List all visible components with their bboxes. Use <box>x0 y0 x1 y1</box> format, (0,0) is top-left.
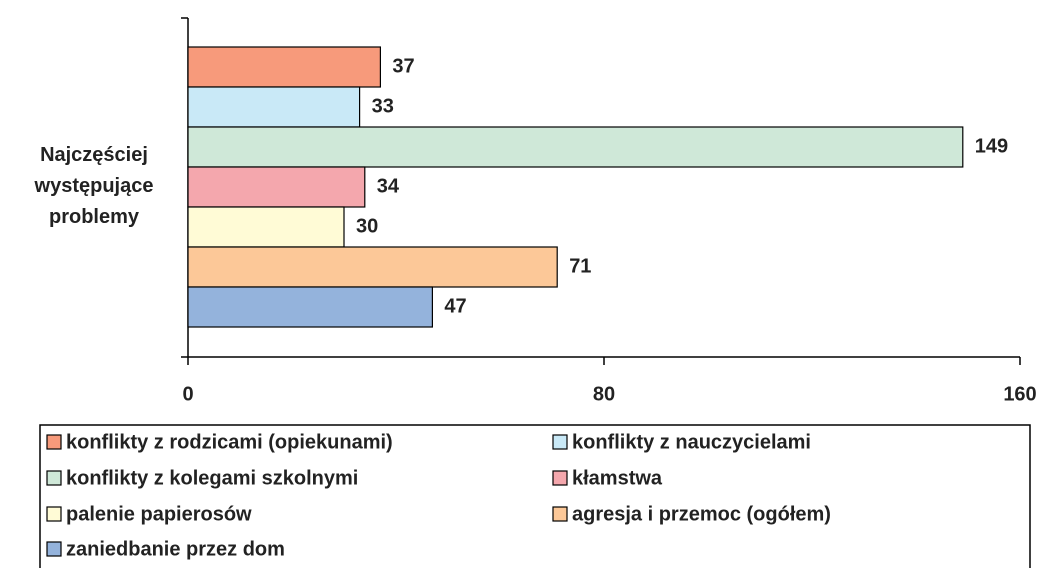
legend-swatch <box>46 541 62 557</box>
legend-swatch <box>552 470 568 486</box>
legend-swatch <box>552 506 568 522</box>
x-tick-label: 0 <box>182 383 193 405</box>
bar <box>187 126 964 168</box>
bar <box>187 246 558 288</box>
x-tick-label: 160 <box>1003 383 1036 405</box>
data-label: 71 <box>569 255 591 277</box>
data-label: 149 <box>975 135 1008 157</box>
legend-label: konflikty z rodzicami (opiekunami) <box>66 431 393 453</box>
legend-swatch <box>46 434 62 450</box>
legend-label: zaniedbanie przez dom <box>66 538 285 560</box>
bar <box>187 46 381 88</box>
bar <box>187 86 361 128</box>
data-label: 37 <box>392 55 414 77</box>
bar <box>187 286 433 328</box>
data-label: 34 <box>377 175 400 197</box>
legend-box <box>39 424 1031 568</box>
x-tick-label: 80 <box>593 383 615 405</box>
data-label: 30 <box>356 215 378 237</box>
legend-label: kłamstwa <box>572 467 663 489</box>
data-label: 47 <box>444 295 466 317</box>
category-label: Najczęściej występujące problemy <box>34 144 154 228</box>
data-label: 33 <box>372 95 394 117</box>
legend-label: agresja i przemoc (ogółem) <box>572 503 831 525</box>
legend-label: konflikty z kolegami szkolnymi <box>66 467 358 489</box>
bar <box>187 166 366 208</box>
legend-label: palenie papierosów <box>66 503 252 525</box>
legend-swatch <box>46 506 62 522</box>
bar <box>187 206 345 248</box>
legend-swatch <box>46 470 62 486</box>
legend-label: konflikty z nauczycielami <box>572 431 811 453</box>
legend-swatch <box>552 434 568 450</box>
